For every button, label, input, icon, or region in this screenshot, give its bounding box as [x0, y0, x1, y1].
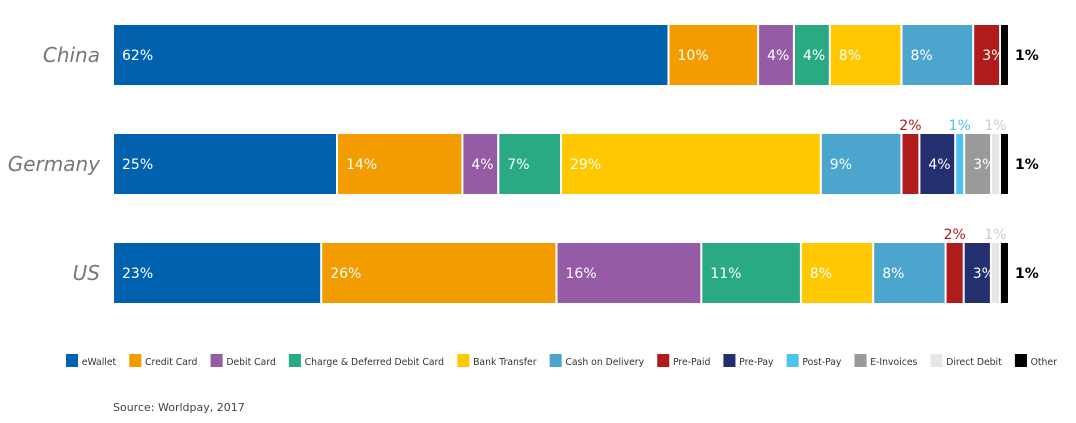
bar-germany-debit-card — [463, 134, 498, 194]
bar-germany-other — [1001, 134, 1008, 194]
legend-label-other: Other — [1031, 357, 1057, 368]
bar-us-cash-on-delivery — [874, 243, 945, 303]
data-label-china-bank-transfer: 8% — [839, 48, 861, 64]
data-label-germany-e-invoices: 3% — [973, 157, 995, 173]
data-label-us-credit-card: 26% — [330, 266, 361, 282]
legend: eWallet Credit Card Debit Card Charge & Def… — [66, 354, 1057, 368]
data-label-germany-pre-paid: 2% — [899, 118, 921, 134]
legend-swatch-ewallet — [66, 354, 79, 367]
data-label-us-pre-paid: 2% — [944, 227, 966, 243]
legend-label-debit-card: Debit Card — [226, 357, 276, 368]
data-label-germany-other: 1% — [1015, 157, 1039, 173]
bar-china-ewallet — [114, 25, 668, 85]
data-label-china-other: 1% — [1015, 48, 1039, 64]
data-label-us-pre-pay: 3% — [973, 266, 995, 282]
data-label-us-charge-and-deferred-debit-card: 11% — [710, 266, 741, 282]
legend-label-e-invoices: E-Invoices — [870, 357, 917, 368]
data-label-us-direct-debit: 1% — [984, 227, 1006, 243]
bar-china-bank-transfer — [830, 25, 901, 85]
category-label-germany: Germany — [8, 152, 101, 176]
data-label-china-charge-and-deferred-debit-card: 4% — [803, 48, 825, 64]
legend-swatch-other — [1014, 354, 1027, 367]
bar-china-cash-on-delivery — [902, 25, 973, 85]
data-label-us-ewallet: 23% — [122, 266, 153, 282]
legend-swatch-charge-and-deferred-debit-card — [288, 354, 301, 367]
data-label-germany-credit-card: 14% — [346, 157, 377, 173]
bar-china-credit-card — [669, 25, 758, 85]
legend-swatch-e-invoices — [854, 354, 867, 367]
bar-germany-pre-paid — [902, 134, 919, 194]
bar-us-direct-debit — [991, 243, 999, 303]
source-note: Source: Worldpay, 2017 — [113, 401, 245, 414]
bar-germany-post-pay — [956, 134, 964, 194]
data-label-germany-post-pay: 1% — [949, 118, 971, 134]
data-label-germany-ewallet: 25% — [122, 157, 153, 173]
legend-swatch-pre-paid — [657, 354, 670, 367]
bar-germany-credit-card — [338, 134, 462, 194]
data-label-us-bank-transfer: 8% — [810, 266, 832, 282]
data-label-china-cash-on-delivery: 8% — [911, 48, 933, 64]
bars-group: China 62% 10% 4% 4% 8% 8% 3% 1% Germany 25% 14% 4% 7%… — [8, 25, 1039, 303]
legend-label-credit-card: Credit Card — [145, 357, 197, 368]
data-label-germany-debit-card: 4% — [471, 157, 493, 173]
bar-us-debit-card — [557, 243, 701, 303]
legend-label-charge-and-deferred-debit-card: Charge & Deferred Debit Card — [305, 357, 444, 368]
legend-swatch-debit-card — [210, 354, 223, 367]
bar-china-debit-card — [759, 25, 793, 85]
legend-label-pre-pay: Pre-Pay — [739, 357, 774, 368]
legend-swatch-cash-on-delivery — [549, 354, 562, 367]
data-label-germany-pre-pay: 4% — [928, 157, 950, 173]
data-label-germany-charge-and-deferred-debit-card: 7% — [507, 157, 529, 173]
legend-label-post-pay: Post-Pay — [802, 357, 841, 368]
bar-china-pre-paid — [974, 25, 1000, 85]
data-label-us-cash-on-delivery: 8% — [882, 266, 904, 282]
bar-germany-direct-debit — [992, 134, 1000, 194]
bar-us-bank-transfer — [801, 243, 873, 303]
bar-germany-bank-transfer — [562, 134, 820, 194]
legend-swatch-direct-debit — [930, 354, 943, 367]
legend-label-cash-on-delivery: Cash on Delivery — [565, 357, 644, 368]
legend-swatch-post-pay — [786, 354, 799, 367]
legend-label-pre-paid: Pre-Paid — [673, 357, 710, 368]
legend-label-bank-transfer: Bank Transfer — [473, 357, 536, 368]
bar-germany-pre-pay — [920, 134, 955, 194]
bar-germany-e-invoices — [965, 134, 991, 194]
bar-china-other — [1001, 25, 1008, 85]
legend-swatch-pre-pay — [723, 354, 736, 367]
bar-germany-ewallet — [114, 134, 336, 194]
data-label-us-other: 1% — [1015, 266, 1039, 282]
data-label-us-debit-card: 16% — [566, 266, 597, 282]
bar-us-credit-card — [322, 243, 556, 303]
data-label-china-ewallet: 62% — [122, 48, 153, 64]
bar-china-charge-and-deferred-debit-card — [795, 25, 829, 85]
legend-label-ewallet: eWallet — [82, 357, 117, 368]
data-label-germany-cash-on-delivery: 9% — [830, 157, 852, 173]
legend-swatch-credit-card — [129, 354, 142, 367]
bar-us-pre-pay — [964, 243, 990, 303]
legend-label-direct-debit: Direct Debit — [946, 357, 1002, 368]
bar-germany-cash-on-delivery — [821, 134, 901, 194]
data-label-china-credit-card: 10% — [678, 48, 709, 64]
bar-us-ewallet — [114, 243, 321, 303]
legend-swatch-bank-transfer — [457, 354, 470, 367]
bar-us-other — [1000, 243, 1008, 303]
category-label-china: China — [43, 43, 100, 67]
data-label-germany-bank-transfer: 29% — [570, 157, 601, 173]
bar-us-charge-and-deferred-debit-card — [702, 243, 800, 303]
data-label-china-pre-paid: 3% — [982, 48, 1004, 64]
data-label-china-debit-card: 4% — [767, 48, 789, 64]
category-label-us: US — [73, 261, 101, 285]
bar-germany-charge-and-deferred-debit-card — [499, 134, 560, 194]
bar-us-pre-paid — [946, 243, 963, 303]
data-label-germany-direct-debit: 1% — [984, 118, 1006, 134]
